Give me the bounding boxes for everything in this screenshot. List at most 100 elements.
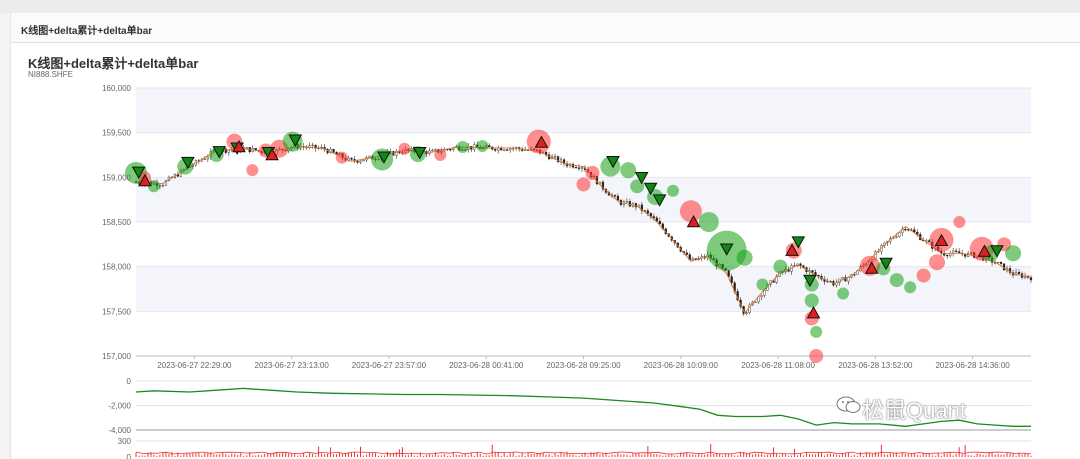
candle [580, 167, 584, 169]
wechat-icon [836, 396, 861, 413]
down-signal-marker [288, 134, 303, 147]
candle [841, 277, 844, 280]
candle [473, 144, 476, 150]
candle [488, 145, 491, 148]
sell-delta-bubble [837, 287, 850, 300]
x-tick-label: 2023-06-27 23:13:00 [255, 361, 330, 370]
candle [658, 220, 661, 225]
watermark: 松鼠Quant [862, 398, 966, 423]
buy-delta-bubble [809, 349, 824, 363]
down-signal-marker [181, 156, 195, 170]
sell-delta-bubble [476, 140, 489, 153]
buy-delta-bubble [916, 268, 931, 283]
sell-delta-bubble [810, 325, 823, 338]
candle [1014, 271, 1018, 276]
sell-delta-bubble [756, 278, 769, 291]
candle [996, 261, 1000, 264]
candle [1008, 268, 1012, 273]
plot-band [136, 88, 1031, 133]
buy-delta-bubble [246, 164, 259, 177]
up-signal-marker [864, 261, 879, 274]
candle [907, 229, 910, 231]
candle [509, 148, 512, 151]
candle [745, 312, 748, 314]
buy-delta-bubble [335, 151, 348, 164]
up-signal-marker [232, 139, 246, 153]
candle [574, 167, 578, 169]
buy-delta-bubble [585, 165, 600, 180]
x-tick-label: 2023-06-28 14:36:00 [935, 361, 1010, 370]
down-signal-marker [803, 274, 817, 288]
candle [434, 149, 437, 151]
candle [203, 158, 206, 160]
sell-delta-bubble [904, 281, 917, 294]
candle [350, 157, 353, 160]
sell-delta-bubble [698, 212, 719, 232]
candle [946, 254, 949, 257]
bar-avg-line [135, 451, 1032, 455]
y-tick-label: 160,000 [102, 84, 131, 93]
candle [577, 167, 581, 169]
candle [730, 276, 733, 284]
candle [503, 149, 506, 151]
candle [556, 156, 560, 163]
y-tick-label: 158,500 [102, 218, 131, 227]
candle [598, 181, 602, 185]
candle [601, 181, 605, 190]
up-signal-marker [934, 233, 949, 247]
candle [1017, 271, 1021, 274]
buy-delta-bubble [398, 142, 411, 155]
sell-delta-bubble [773, 259, 788, 274]
candle [161, 184, 165, 187]
chart-subtitle: NI888.SHFE [28, 70, 73, 79]
candle [320, 146, 323, 149]
up-signal-marker [265, 147, 279, 161]
buy-delta-bubble [679, 200, 702, 223]
candle [652, 216, 655, 219]
up-signal-marker [534, 135, 549, 148]
down-signal-marker [412, 147, 427, 160]
top-strip [0, 0, 1080, 13]
down-signal-marker [606, 155, 620, 169]
candle [898, 232, 901, 237]
up-signal-marker [138, 173, 152, 187]
candle [431, 149, 434, 152]
candle [1029, 277, 1033, 281]
x-tick-label: 2023-06-27 22:29:00 [157, 361, 232, 370]
candle [245, 147, 248, 149]
chart-panel: K线图+delta累计+delta单bar K线图+delta累计+delta单… [10, 13, 1080, 459]
candle [685, 252, 688, 255]
panel-header: K线图+delta累计+delta单bar [11, 13, 1080, 43]
candle [616, 195, 620, 201]
candle [916, 231, 919, 235]
down-signal-marker [377, 151, 391, 164]
candle [362, 159, 365, 162]
down-signal-marker [990, 245, 1004, 258]
candle [811, 270, 814, 273]
down-signal-marker [719, 243, 734, 256]
x-tick-label: 2023-06-28 10:09:00 [644, 361, 719, 370]
sell-delta-bubble [667, 184, 679, 197]
candle [640, 204, 643, 211]
bar-y-tick-label: 300 [118, 437, 132, 446]
sell-delta-bubble [147, 180, 160, 193]
chart-title: K线图+delta累计+delta单bar [28, 56, 199, 71]
panel-title: K线图+delta累计+delta单bar [21, 26, 153, 37]
candle [206, 156, 209, 160]
candle [613, 195, 617, 197]
candle [691, 258, 694, 261]
candle [359, 160, 362, 163]
buy-delta-bubble [929, 254, 946, 271]
x-tick-label: 2023-06-28 09:25:00 [546, 361, 621, 370]
candle [760, 295, 763, 298]
delta-y-tick-label: 0 [127, 377, 132, 386]
candle [628, 201, 631, 207]
candle [494, 149, 497, 151]
candle [655, 217, 658, 222]
candle [368, 155, 371, 158]
down-signal-marker [652, 194, 667, 207]
y-tick-label: 157,500 [102, 307, 131, 316]
candle [506, 149, 509, 151]
delta-y-tick-label: -4,000 [108, 426, 131, 435]
